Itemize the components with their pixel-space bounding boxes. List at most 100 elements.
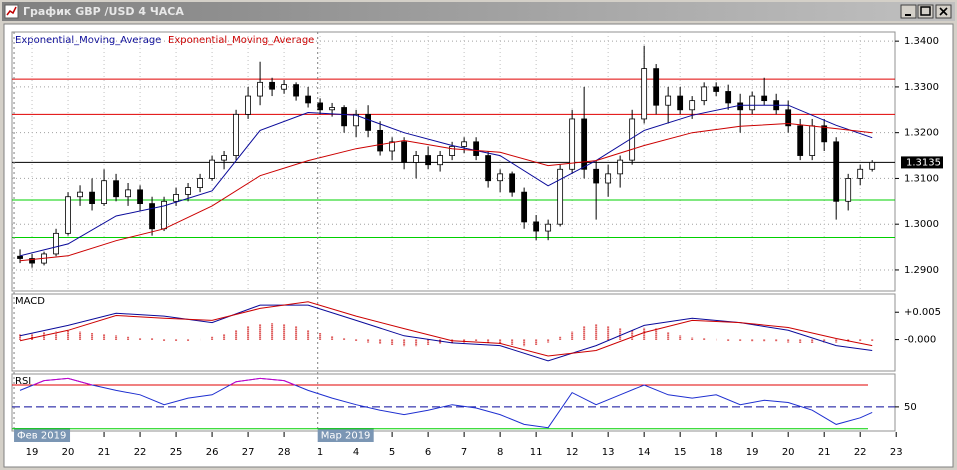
candle-body	[713, 86, 720, 92]
x-tick-label: 27	[242, 447, 255, 458]
candle-body	[281, 84, 287, 90]
legend-entry: Exponential_Moving_Average	[168, 35, 314, 46]
y-tick-label: 1.2900	[904, 265, 939, 276]
y-tick-label: -0.000	[904, 335, 936, 346]
x-tick-label: 7	[461, 447, 467, 458]
candle-body	[833, 141, 840, 202]
candle-body	[533, 221, 540, 232]
candle-body	[845, 178, 852, 202]
candle-body	[377, 129, 384, 152]
candle-body	[509, 173, 516, 193]
candle-body	[269, 81, 275, 90]
candle-body	[173, 194, 179, 202]
candle-body	[413, 155, 420, 163]
window-title: График GBP /USD 4 ЧАСА	[23, 5, 184, 18]
candle-body	[137, 189, 143, 204]
candle-body	[233, 113, 239, 156]
candle-body	[605, 173, 612, 184]
current-price-label: 1.3135	[906, 157, 941, 168]
month-box	[14, 428, 71, 442]
candle-body	[257, 81, 263, 97]
x-tick-label: 20	[782, 447, 795, 458]
x-tick-label: 15	[674, 447, 687, 458]
candle-body	[125, 189, 131, 198]
x-tick-label: 12	[566, 447, 579, 458]
candle-body	[245, 95, 251, 115]
candle-body	[449, 145, 456, 156]
x-tick-label: 18	[710, 447, 723, 458]
candle-body	[113, 180, 119, 198]
y-tick-label: 50	[904, 402, 917, 413]
x-tick-label: 28	[278, 447, 291, 458]
month-box	[317, 428, 374, 442]
minimize-button[interactable]	[900, 4, 917, 19]
x-tick-label: 13	[602, 447, 615, 458]
x-tick-label: 26	[206, 447, 219, 458]
chart-area	[3, 23, 954, 468]
y-tick-label: 1.3200	[904, 128, 939, 139]
candle-body	[785, 109, 792, 127]
candle-body	[701, 86, 708, 102]
current-price-box	[901, 156, 943, 169]
candle-body	[401, 141, 408, 163]
y-tick-label: +0.005	[904, 307, 941, 318]
rsi-panel	[11, 373, 896, 432]
y-tick-label: 1.3400	[904, 36, 939, 47]
panel-title: MACD	[15, 296, 45, 307]
candle-body	[353, 113, 360, 127]
x-tick-label: 20	[62, 447, 75, 458]
legend-entry: Exponential_Moving_Average	[15, 35, 161, 46]
x-tick-label: 1	[317, 447, 323, 458]
candle-body	[461, 141, 468, 147]
close-button[interactable]	[935, 4, 952, 19]
month-label: Мар 2019	[321, 431, 371, 442]
candle-body	[185, 187, 191, 195]
candle-body	[17, 255, 23, 259]
rsi-line	[19, 377, 873, 429]
candle-body	[545, 223, 552, 232]
candle-body	[857, 168, 864, 179]
macd-line	[19, 301, 873, 357]
x-tick-label: 22	[134, 447, 147, 458]
candle-body	[53, 232, 59, 255]
candle-body	[725, 91, 732, 104]
ema-line	[19, 104, 873, 257]
candle-body	[89, 191, 95, 204]
x-tick-label: 21	[98, 447, 111, 458]
candle-body	[293, 84, 299, 97]
x-tick-label: 4	[353, 447, 359, 458]
window-icon-line	[6, 6, 17, 16]
macd-panel	[11, 293, 896, 372]
candle-body	[29, 258, 35, 264]
x-tick-label: 8	[497, 447, 503, 458]
maximize-button[interactable]	[917, 4, 934, 19]
candle-body	[569, 118, 576, 170]
candle-body	[617, 159, 624, 175]
candle-body	[341, 107, 348, 127]
candle-body	[65, 196, 71, 234]
candle-body	[869, 162, 876, 170]
x-tick-label: 14	[638, 447, 651, 458]
candle-body	[521, 191, 528, 223]
candle-body	[581, 118, 588, 170]
candle-body	[665, 95, 672, 106]
candle-body	[329, 107, 335, 111]
candle-body	[593, 168, 600, 184]
x-tick-label: 11	[530, 447, 543, 458]
candle-body	[305, 95, 311, 104]
candle-body	[557, 168, 564, 225]
x-tick-label: 22	[854, 447, 867, 458]
x-tick-label: 5	[389, 447, 395, 458]
candle-body	[653, 68, 660, 106]
candle-body	[209, 159, 215, 179]
x-tick-label: 19	[746, 447, 759, 458]
candle-body	[197, 178, 203, 188]
candle-body	[437, 155, 444, 166]
candle-body	[389, 141, 396, 152]
panel-title: RSI	[15, 376, 31, 387]
ema-line	[19, 122, 873, 262]
candle-body	[797, 125, 804, 156]
y-tick-label: 1.3000	[904, 219, 939, 230]
candle-body	[689, 100, 696, 111]
